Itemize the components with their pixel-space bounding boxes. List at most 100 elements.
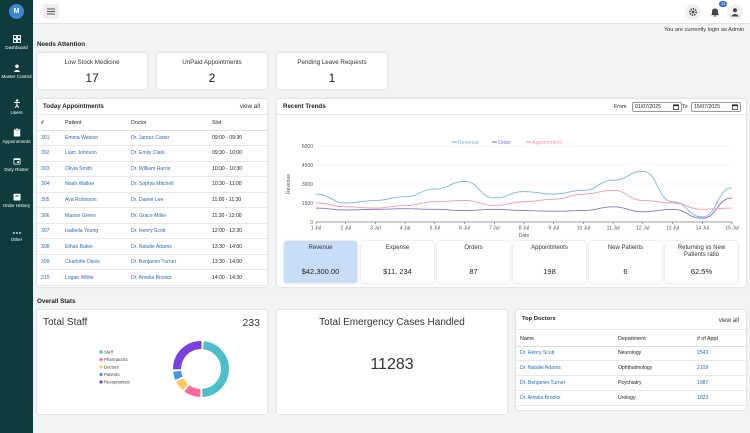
- sidebar-item-dashboard[interactable]: Dashboard: [0, 35, 33, 50]
- table-row[interactable]: 301 Emma Watson Dr. James Carter 09:00 - 09…: [37, 130, 267, 147]
- doctor-name[interactable]: Dr. Henry Scott: [516, 346, 614, 362]
- kpi-card-low-stock[interactable]: Low Stock Medicine 17: [37, 53, 147, 89]
- appointment-id[interactable]: 305: [37, 192, 61, 209]
- slot-time: 09:00 - 09:30: [208, 130, 267, 147]
- legend-marker: [99, 357, 103, 362]
- table-row[interactable]: Dr. Henry Scott Neurology 2543: [516, 346, 746, 362]
- x-tick-label: 14 Jul: [696, 226, 709, 232]
- view-all-link[interactable]: view all: [718, 317, 739, 324]
- appointment-id[interactable]: 309: [37, 254, 61, 271]
- appointment-id[interactable]: 304: [37, 176, 61, 193]
- appointment-id[interactable]: 306: [37, 207, 61, 224]
- appointment-count[interactable]: 2543: [693, 346, 746, 362]
- table-row[interactable]: 306 Mason Green Dr. Grace Miller 11:30 - 12…: [37, 207, 267, 224]
- doctor-name[interactable]: Dr. Benjamin Turner: [516, 375, 614, 391]
- trend-tile[interactable]: Expense $11, 234: [361, 241, 434, 283]
- patient-name[interactable]: Liam Johnson: [61, 145, 127, 162]
- sidebar-item-label: Order History: [2, 203, 31, 208]
- to-label: To: [682, 104, 688, 110]
- table-row[interactable]: Dr. Benjamin Turner Psychiatry 1987: [516, 375, 746, 391]
- slot-time: 11:30 - 12:00: [208, 207, 267, 224]
- table-row[interactable]: 305 Ava Robinson Dr. Daniel Lee 11:00 - 11:…: [37, 192, 267, 209]
- trend-tile[interactable]: New Patients 6: [589, 241, 662, 283]
- doctor-name[interactable]: Dr. Amelia Brooks: [127, 269, 208, 286]
- table-row[interactable]: 304 Noah Walker Dr. Sophia Mitchell 10:30 -…: [37, 176, 267, 193]
- kpi-card-pending-leave[interactable]: Pending Leave Requests 1: [277, 53, 387, 89]
- appointment-id[interactable]: 310: [37, 269, 61, 286]
- sidebar: M Dashboard Master Control Users Appoint…: [0, 0, 33, 433]
- sidebar-item-order-history[interactable]: Order History: [0, 193, 33, 208]
- patient-name[interactable]: Ethan Baker: [61, 238, 127, 255]
- kpi-card-unpaid-appointments[interactable]: UnPaid Appointments 2: [157, 53, 267, 89]
- sidebar-item-other[interactable]: Other: [0, 231, 33, 242]
- appointment-count[interactable]: 2109: [693, 360, 746, 377]
- table-row[interactable]: 309 Charlotte Davis Dr. Benjamin Turner 13:…: [37, 254, 267, 271]
- sidebar-item-label: Users: [10, 110, 23, 115]
- sidebar-item-duty-roster[interactable]: Duty Roster: [0, 157, 33, 172]
- y-tick-label: 1500: [302, 201, 313, 207]
- sidebar-item-users[interactable]: Users: [0, 99, 33, 115]
- x-tick-label: 2 Jul: [340, 226, 351, 232]
- appointment-id[interactable]: 301: [37, 130, 61, 147]
- doctor-name[interactable]: Dr. Emily Clark: [127, 145, 208, 162]
- appointment-count[interactable]: 1987: [693, 375, 746, 391]
- patient-name[interactable]: Logan White: [61, 269, 127, 286]
- trend-tile[interactable]: Revenue $42,300.00: [284, 241, 357, 283]
- doctor-name[interactable]: Dr. James Carter: [127, 130, 208, 147]
- trend-tile-value: 62.5%: [690, 267, 713, 276]
- patient-name[interactable]: Charlotte Davis: [61, 254, 127, 271]
- doctor-name[interactable]: Dr. William Harris: [127, 161, 208, 178]
- y-tick-label: 6000: [302, 144, 313, 150]
- table-row[interactable]: 308 Ethan Baker Dr. Natalie Adams 13:30 - 1…: [37, 238, 267, 255]
- doctor-name[interactable]: Dr. Sophia Mitchell: [127, 176, 208, 193]
- table-row[interactable]: 307 Isabella Young Dr. Henry Scott 12:00 - …: [37, 223, 267, 240]
- emergency-cases-title: Total Emergency Cases Handled: [319, 317, 465, 328]
- y-tick-label: 4500: [302, 163, 313, 169]
- trend-tile-label: Appointments: [531, 245, 568, 251]
- donut-segment-doctors: [176, 378, 189, 391]
- profile-button[interactable]: [727, 4, 743, 20]
- notifications-button[interactable]: 11: [707, 1, 727, 20]
- patient-name[interactable]: Noah Walker: [61, 176, 127, 193]
- table-row[interactable]: 310 Logan White Dr. Amelia Brooks 14:00 - 1…: [37, 269, 267, 286]
- trend-tile[interactable]: Appointments 198: [513, 241, 586, 283]
- settings-button[interactable]: [685, 4, 701, 20]
- doctor-name[interactable]: Dr. Henry Scott: [127, 223, 208, 240]
- menu-toggle-button[interactable]: [43, 4, 59, 19]
- trend-tile[interactable]: Returning vs New Patients ratio 62.5%: [665, 241, 738, 283]
- avatar[interactable]: M: [9, 4, 24, 19]
- doctor-name[interactable]: Dr. Daniel Lee: [127, 192, 208, 209]
- patient-name[interactable]: Mason Green: [61, 207, 127, 224]
- y-axis-title: Revenue: [286, 174, 292, 194]
- sidebar-item-master-control[interactable]: Master Control: [0, 64, 33, 79]
- doctor-name[interactable]: Dr. Grace Miller: [127, 207, 208, 224]
- patient-name[interactable]: Ava Robinson: [61, 192, 127, 209]
- appointment-id[interactable]: 307: [37, 223, 61, 240]
- patient-name[interactable]: Emma Watson: [61, 130, 127, 147]
- appointment-id[interactable]: 303: [37, 161, 61, 178]
- table-row[interactable]: Dr. Amelia Brooks Urology 1823: [516, 390, 746, 406]
- from-date-input[interactable]: 01/07/2025: [632, 102, 682, 112]
- appointment-id[interactable]: 308: [37, 238, 61, 255]
- slot-time: 09:30 - 10:00: [208, 145, 267, 162]
- series-line-revenue: [315, 170, 733, 218]
- table-row[interactable]: 303 Olivia Smith Dr. William Harris 10:00 -…: [37, 161, 267, 178]
- column-header: Slot: [208, 116, 267, 131]
- patient-name[interactable]: Olivia Smith: [61, 161, 127, 178]
- table-row[interactable]: Dr. Natalie Adams Ophthalmology 2109: [516, 360, 746, 377]
- sidebar-item-appointments[interactable]: Appointments: [0, 128, 33, 144]
- appointment-id[interactable]: 302: [37, 145, 61, 162]
- trend-tile[interactable]: Orders 87: [437, 241, 510, 283]
- to-date-input[interactable]: 15/07/2025: [691, 102, 741, 112]
- calendar-icon: [732, 104, 738, 110]
- patient-name[interactable]: Isabella Young: [61, 223, 127, 240]
- view-all-link[interactable]: view all: [239, 103, 260, 110]
- from-label: From: [614, 104, 627, 110]
- doctor-name[interactable]: Dr. Natalie Adams: [127, 238, 208, 255]
- appointment-count[interactable]: 1823: [693, 390, 746, 406]
- doctor-name[interactable]: Dr. Natalie Adams: [516, 360, 614, 377]
- top-doctors-card: Top Doctors view all Name Department # o…: [516, 310, 746, 410]
- doctor-name[interactable]: Dr. Amelia Brooks: [516, 390, 614, 406]
- table-row[interactable]: 302 Liam Johnson Dr. Emily Clark 09:30 - 10…: [37, 145, 267, 162]
- doctor-name[interactable]: Dr. Benjamin Turner: [127, 254, 208, 271]
